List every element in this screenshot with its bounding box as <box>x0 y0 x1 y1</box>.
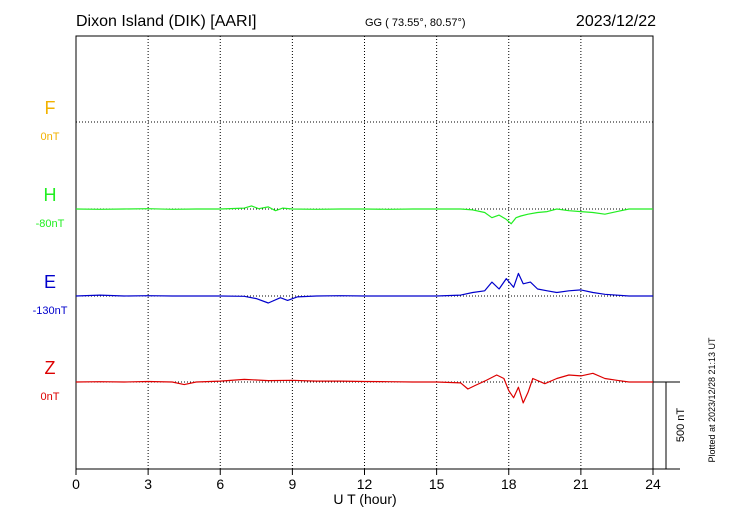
x-tick-label: 18 <box>501 476 517 492</box>
x-ticks: 0 3 6 9 12 15 18 21 24 <box>72 469 661 492</box>
x-axis-label: U T (hour) <box>333 491 396 507</box>
channel-baseline-e: -130nT <box>33 305 68 317</box>
plotted-timestamp: Plotted at 2023/12/28 21:13 UT <box>707 337 717 463</box>
channel-name-h: H <box>44 185 57 205</box>
x-tick-label: 0 <box>72 476 80 492</box>
geo-coords: GG ( 73.55°, 80.57°) <box>365 17 466 29</box>
scale-bar: 500 nT <box>653 381 687 470</box>
scale-bar-label: 500 nT <box>675 408 687 443</box>
channel-baseline-h: -80nT <box>36 218 65 230</box>
channel-baseline-z: 0nT <box>41 391 60 403</box>
channel-baseline-f: 0nT <box>41 131 60 143</box>
station-title: Dixon Island (DIK) [AARI] <box>76 13 257 30</box>
channel-labels: F 0nT H -80nT E -130nT Z 0nT <box>33 98 68 403</box>
plot-date: 2023/12/22 <box>576 13 656 30</box>
x-tick-label: 9 <box>288 476 296 492</box>
trace-e <box>75 272 653 304</box>
channel-name-e: E <box>44 272 56 292</box>
channel-traces <box>75 205 653 404</box>
x-tick-label: 12 <box>357 476 373 492</box>
x-tick-label: 6 <box>216 476 224 492</box>
channel-name-z: Z <box>45 358 56 378</box>
x-tick-label: 3 <box>144 476 152 492</box>
grid <box>147 36 582 469</box>
x-tick-label: 24 <box>645 476 661 492</box>
trace-h <box>75 205 653 225</box>
channel-name-f: F <box>45 98 56 118</box>
x-tick-label: 15 <box>429 476 445 492</box>
trace-z <box>75 372 653 404</box>
x-tick-label: 21 <box>573 476 589 492</box>
